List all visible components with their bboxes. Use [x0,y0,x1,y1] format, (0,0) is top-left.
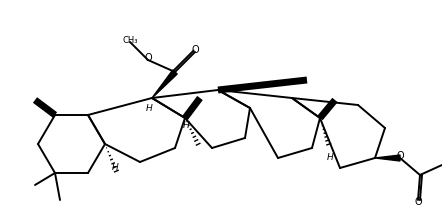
Text: CH₃: CH₃ [122,36,138,44]
Polygon shape [375,155,400,161]
Text: O: O [414,197,422,207]
Text: H: H [112,163,118,172]
Text: H: H [145,103,152,113]
Text: O: O [144,53,152,63]
Text: H: H [183,121,189,131]
Text: O: O [396,151,404,161]
Polygon shape [152,70,177,98]
Text: O: O [191,45,199,55]
Text: H: H [327,153,333,163]
